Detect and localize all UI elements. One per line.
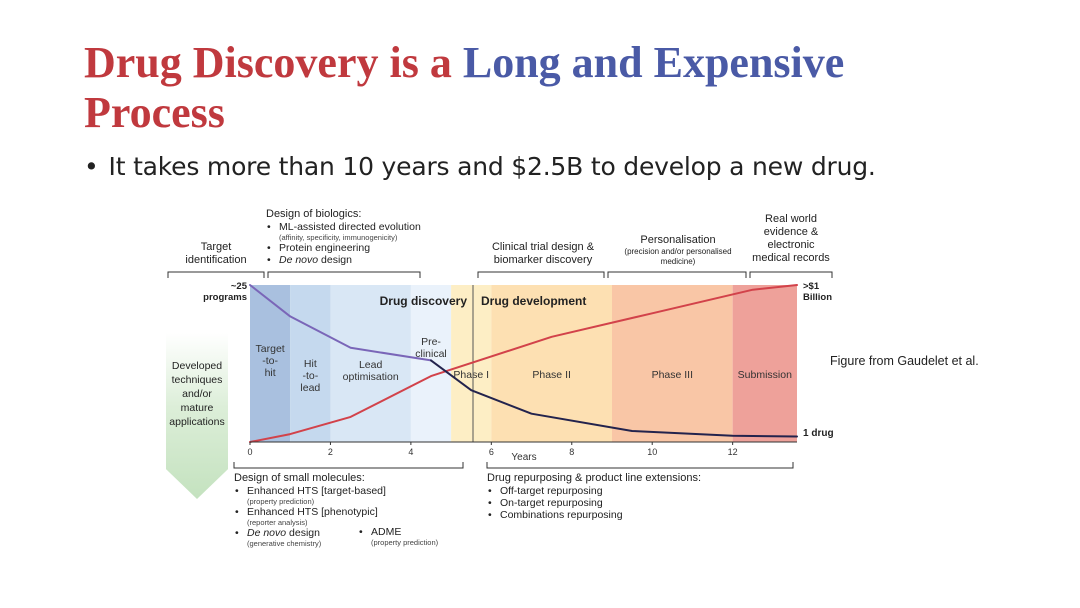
clinical-trial-header: Clinical trial design & biomarker discov…	[491, 241, 595, 266]
phase-label: Pre-clinical	[415, 336, 447, 360]
bracket	[749, 271, 833, 278]
biologics-title: Design of biologics:	[266, 208, 362, 220]
real-world-header: Real world evidence & electronic medical…	[752, 213, 830, 264]
end-label-top-1: >$1	[803, 281, 820, 292]
phase-label: Phase I	[453, 369, 489, 381]
list-item: De novo design	[266, 254, 466, 266]
curve-programs-discovery	[249, 284, 432, 362]
title-part-4: Process	[84, 88, 225, 137]
repurposing-block: Drug repurposing & product line extensio…	[487, 472, 747, 521]
bracket	[267, 271, 421, 278]
bullet-text: It takes more than 10 years and $2.5B to…	[108, 152, 876, 181]
list-item: Combinations repurposing	[487, 509, 747, 521]
biologics-list: ML-assisted directed evolution(affinity,…	[266, 221, 466, 266]
phase-label: Hit -to-lead	[300, 358, 320, 394]
bracket	[167, 271, 265, 278]
curves	[249, 284, 798, 443]
phase-label: Submission	[738, 369, 792, 381]
personalisation-header: Personalisation (precision and/or person…	[605, 234, 751, 267]
list-item: Off-target repurposing	[487, 485, 747, 497]
phase-band	[290, 285, 331, 442]
developed-arrow	[166, 333, 228, 499]
tick-label: 2	[328, 447, 333, 457]
repurposing-title: Drug repurposing & product line extensio…	[487, 472, 702, 484]
adme-block: ADME(property prediction)	[358, 525, 468, 547]
title-part-3: Expensive	[653, 38, 845, 87]
bracket	[486, 462, 794, 469]
phase-band	[611, 285, 733, 442]
phase-label: Target -to-hit	[256, 343, 285, 379]
curve-cost	[249, 284, 798, 443]
title-part-2: Long and	[462, 38, 654, 87]
list-item: Enhanced HTS [phenotypic](reporter analy…	[234, 506, 464, 527]
tick-label: 4	[408, 447, 413, 457]
curve-programs-development	[430, 359, 798, 438]
list-item: Enhanced HTS [target-based](property pre…	[234, 485, 464, 506]
phase-band	[250, 285, 291, 442]
tick-label: 10	[647, 447, 657, 457]
end-label-top-2: Billion	[803, 292, 832, 303]
slide-title: Drug Discovery is a Long and Expensive Pr…	[84, 38, 1044, 138]
drug-discovery-label: Drug discovery	[380, 294, 468, 308]
adme-list: ADME(property prediction)	[358, 526, 468, 547]
bullet-point: • It takes more than 10 years and $2.5B t…	[84, 152, 876, 181]
tick-label: 12	[728, 447, 738, 457]
small-molecules-list: Enhanced HTS [target-based](property pre…	[234, 485, 464, 548]
figure-caption: Figure from Gaudelet et al.	[830, 354, 979, 368]
x-axis-label: Years	[511, 452, 536, 463]
repurposing-list: Off-target repurposing On-target repurpo…	[487, 485, 747, 521]
phase-label: Phase III	[652, 369, 693, 381]
bracket	[477, 271, 605, 278]
drug-development-label: Drug development	[481, 294, 586, 308]
biologics-block: Design of biologics: ML-assisted directe…	[266, 208, 466, 266]
start-label-bottom: programs	[203, 292, 247, 303]
start-label-top: ~25	[231, 281, 248, 292]
target-identification-line-2: identification	[185, 254, 247, 266]
target-identification-line-1: Target	[200, 241, 232, 253]
list-item: On-target repurposing	[487, 497, 747, 509]
phase-band	[491, 285, 612, 442]
bullet-symbol: •	[84, 152, 99, 181]
personalisation-sub: (precision and/or personalised medicine)	[624, 247, 732, 266]
list-item: ML-assisted directed evolution(affinity,…	[266, 221, 466, 242]
small-molecules-block: Design of small molecules: Enhanced HTS …	[234, 472, 464, 548]
x-ticks: 0 2 4 6 8 10 12	[247, 442, 738, 457]
developed-techniques-label: Developed techniques and/or mature appli…	[169, 360, 225, 428]
title-part-1: Drug Discovery is a	[84, 38, 463, 87]
phase-band	[732, 285, 797, 442]
bracket-group	[167, 271, 833, 469]
phase-band	[410, 285, 452, 442]
phase-band	[330, 285, 411, 442]
tick-label: 8	[569, 447, 574, 457]
tick-label: 6	[489, 447, 494, 457]
phase-bands	[250, 285, 797, 442]
list-item: De novo design(generative chemistry)	[234, 527, 464, 548]
tick-label: 0	[247, 447, 252, 457]
phase-labels: Target -to-hit Hit -to-lead Lead optimisation…	[256, 336, 793, 394]
list-item: ADME(property prediction)	[358, 526, 468, 547]
end-label-bottom: 1 drug	[803, 428, 834, 439]
target-identification-header: Target identification	[168, 241, 264, 267]
phase-band	[451, 285, 492, 442]
bracket	[607, 271, 747, 278]
small-molecules-title: Design of small molecules:	[234, 472, 365, 484]
bracket	[233, 462, 464, 469]
phase-label: Lead optimisation	[343, 359, 399, 383]
phase-label: Phase II	[532, 369, 571, 381]
list-item: Protein engineering	[266, 242, 466, 254]
